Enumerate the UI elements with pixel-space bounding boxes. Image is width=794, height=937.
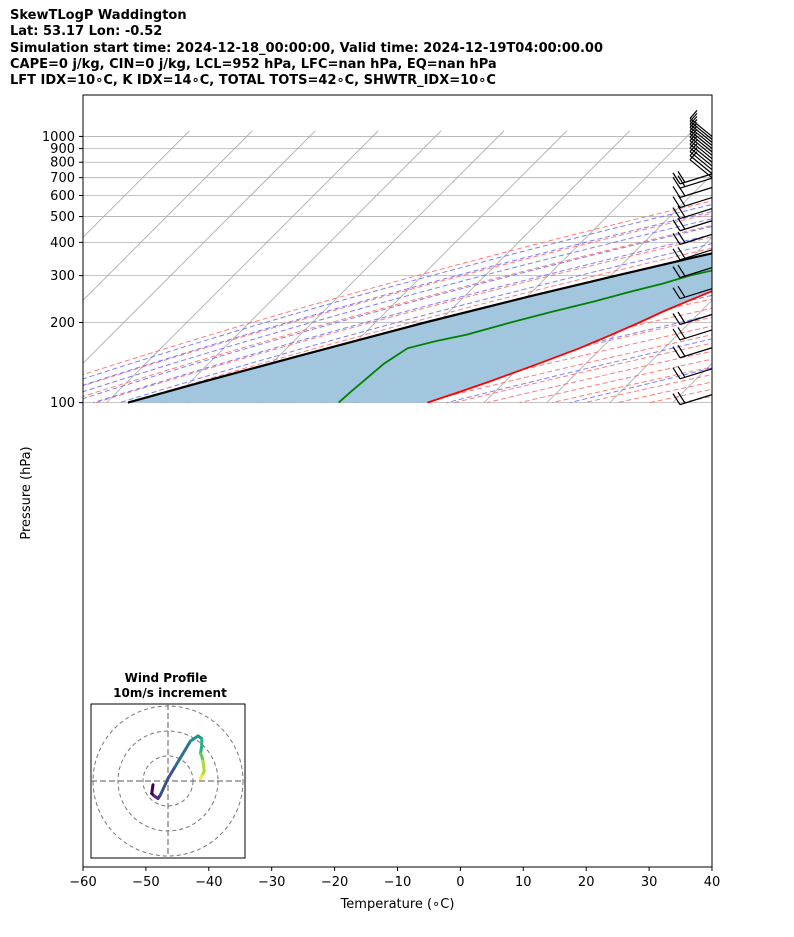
hodograph-segment [159, 777, 170, 797]
index-line: LFT IDX=10∘C, K IDX=14∘C, TOTAL TOTS=42∘… [10, 73, 496, 89]
moist-adiabat [83, 210, 712, 386]
x-tick-label: −50 [132, 875, 159, 890]
dry-adiabat [715, 131, 794, 403]
dry-adiabat [95, 236, 712, 404]
wind-barb [672, 264, 713, 279]
wind-barb [689, 119, 713, 146]
x-tick-label: 10 [515, 875, 532, 890]
hodograph-segment [189, 734, 200, 743]
isotherm-line [83, 130, 253, 301]
isotherm-line [609, 299, 712, 403]
wind-barb [672, 194, 713, 209]
wind-barb [672, 205, 713, 220]
x-tick-label: −10 [384, 875, 411, 890]
wind-barb [689, 147, 713, 175]
time-line: Simulation start time: 2024-12-18_00:00:… [10, 40, 603, 56]
wind-barb [672, 246, 713, 261]
x-tick-label: −20 [321, 875, 348, 890]
x-tick-label: −40 [195, 875, 222, 890]
wind-barb [672, 231, 713, 245]
wind-barbs [672, 110, 713, 406]
wind-barb [672, 344, 713, 359]
isotherm-line [169, 130, 442, 403]
wind-barb [689, 112, 713, 140]
isotherm-line [83, 130, 190, 238]
y-tick-label: 800 [50, 156, 75, 171]
y-tick-label: 700 [50, 171, 75, 186]
wind-barb [672, 366, 713, 380]
y-tick-label: 1000 [42, 130, 75, 145]
hodograph-title: Wind Profile [125, 671, 208, 685]
y-tick-label: 900 [50, 142, 75, 157]
moist-adiabat [711, 402, 712, 403]
wind-barb [689, 115, 713, 143]
moist-adiabat [83, 225, 712, 400]
wind-barb [672, 391, 713, 406]
location-line: Lat: 53.17 Lon: -0.52 [10, 24, 163, 40]
hodograph-segment [199, 774, 204, 780]
x-tick-label: −30 [258, 875, 285, 890]
wind-barb [672, 327, 713, 341]
hodograph-segment [181, 739, 192, 755]
wind-barb [672, 285, 713, 300]
y-axis-label: Pressure (hPa) [19, 446, 34, 539]
moist-adiabat [83, 204, 712, 380]
background-lines [83, 130, 794, 404]
y-tick-label: 500 [50, 210, 75, 225]
axes: −60 −50 −40 −30 −20 −10 0 10 20 30 40 1000900800700… [19, 130, 720, 912]
profile-lines [127, 252, 712, 404]
x-tick-label: 30 [641, 875, 658, 890]
y-tick-label: 400 [50, 236, 75, 251]
hodograph-segment [174, 752, 185, 768]
chart-header: SkewTLogP Waddington Lat: 53.17 Lon: -0.… [10, 8, 603, 89]
hodograph-inset: Wind Profile 10m/s increment [90, 671, 246, 859]
moist-adiabat [93, 234, 712, 404]
isotherm-line [83, 130, 316, 364]
x-tick-label: 20 [578, 875, 595, 890]
x-tick-label: 0 [456, 875, 464, 890]
wind-barb [672, 171, 713, 185]
hodograph-segment [166, 764, 177, 780]
cape-fill [128, 253, 712, 403]
x-axis-label: Temperature (∘C) [340, 897, 455, 912]
hodograph-subtitle: 10m/s increment [113, 686, 227, 700]
temperature-line [427, 290, 712, 404]
wind-barb [689, 110, 713, 137]
chart-title: SkewTLogP Waddington [10, 8, 187, 23]
parcel-shading [128, 253, 712, 403]
dewpoint-line [338, 269, 712, 404]
y-tick-label: 600 [50, 189, 75, 204]
x-tick-label: 40 [704, 875, 721, 890]
cape-line: CAPE=0 j/kg, CIN=0 j/kg, LCL=952 hPa, LF… [10, 56, 497, 72]
dry-adiabat [83, 212, 712, 387]
x-tick-label: −60 [69, 875, 96, 890]
wind-barb [672, 217, 713, 232]
parcel-profile-line [127, 252, 712, 404]
dry-adiabat [748, 131, 794, 403]
y-tick-label: 200 [50, 316, 75, 331]
moist-adiabat [119, 243, 712, 404]
y-tick-label: 300 [50, 269, 75, 284]
y-tick-label: 100 [50, 396, 75, 411]
wind-barb [672, 311, 713, 326]
hodograph-segment [201, 759, 206, 773]
isotherm-line [736, 131, 794, 403]
isotherm-line [232, 130, 505, 403]
